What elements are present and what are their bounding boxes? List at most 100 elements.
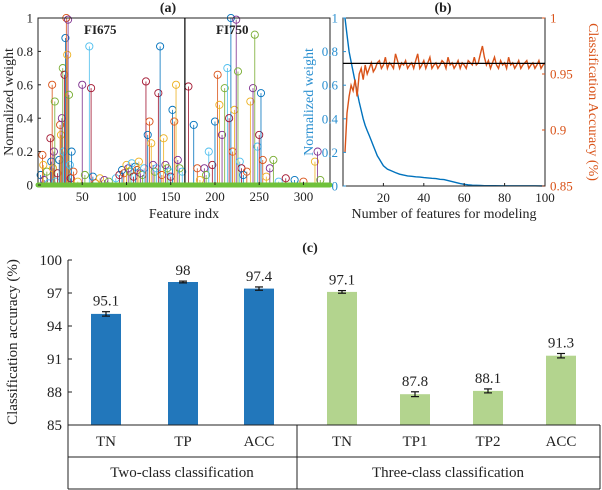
x-tick-label: 100 [117, 189, 137, 204]
panel-c-bars: 95.1 98 97.4 97.1 87.8 88.1 91.3 [91, 263, 576, 425]
stem-marker [119, 169, 128, 178]
category-label: ACC [546, 434, 577, 450]
bar-acc [244, 288, 274, 425]
bar-value-label: 91.3 [548, 336, 574, 352]
x-tick-label: 250 [249, 189, 269, 204]
stem-marker [78, 80, 87, 89]
bar-value-label: 97.1 [329, 273, 355, 289]
stem-marker [170, 117, 179, 126]
stem-marker [61, 33, 70, 43]
panel-a-label: (a) [160, 1, 177, 16]
panel-a-y-ticks: 0 0.2 0.4 0.6 0.8 1 [17, 11, 41, 193]
bar-tp1 [400, 394, 430, 425]
left-y-tick-label: 1 [332, 11, 339, 26]
category-label: TP1 [402, 434, 427, 450]
panel-b-right-y-label: Classification Accuracy (%) [585, 23, 600, 181]
stem-marker [215, 100, 224, 109]
stem-marker [95, 174, 104, 183]
x-tick-label: 150 [161, 189, 181, 204]
stem-marker [156, 42, 165, 51]
region-label-fi750: FI750 [216, 22, 249, 37]
stem-marker [313, 147, 322, 156]
stem-marker [256, 89, 266, 98]
stem-marker [50, 97, 59, 106]
panel-b-x-ticks: 20 40 60 80 100 [377, 183, 555, 205]
panel-b-left-y-ticks: 0 0.2 0.4 0.6 0.8 1 [322, 11, 346, 194]
stem-marker [67, 147, 76, 156]
stem-marker [233, 67, 243, 76]
category-label: TP2 [475, 434, 500, 450]
stem-marker [46, 134, 55, 143]
stem-marker [159, 134, 168, 143]
stem-marker [48, 80, 57, 89]
left-y-tick-label: 0.4 [322, 111, 339, 126]
panel-b-axes-box [342, 17, 546, 187]
stem-marker [147, 139, 156, 148]
panel-c-category-labels: TN TP ACC TN TP1 TP2 ACC [96, 434, 576, 450]
bar-tn [91, 313, 121, 425]
bar-tp [168, 282, 198, 425]
stem-marker [171, 80, 181, 89]
stem-marker [64, 15, 73, 24]
accuracy-series-line [344, 45, 546, 153]
bar-tn [327, 291, 357, 425]
y-tick-label: 85 [47, 418, 62, 434]
stem-marker [281, 174, 290, 183]
stem-marker [255, 130, 264, 139]
stem-marker [63, 50, 72, 59]
panel-c: (c) 95.1 98 97.4 97.1 87.8 88.1 91.3 85 88 91 94 9… [5, 241, 601, 490]
stem-marker [178, 167, 187, 176]
x-tick-label: 200 [205, 189, 225, 204]
weight-series-line [344, 17, 546, 187]
panel-a-x-label: Feature indx [149, 207, 219, 222]
y-tick-label: 88 [47, 385, 62, 401]
stem-marker [210, 117, 220, 126]
stem-marker [232, 15, 241, 24]
right-y-tick-label: 0.85 [550, 179, 573, 194]
panel-b: (b) 0 0.2 0.4 0.6 0.8 1 0.85 0.9 0.95 1 20 40 60 80… [302, 1, 600, 222]
y-tick-label: 0.8 [17, 44, 33, 59]
region-label-fi675: FI675 [84, 22, 117, 37]
x-tick-label: 50 [76, 189, 89, 204]
stem-marker [154, 89, 163, 98]
stem-marker [225, 114, 234, 123]
stem-marker [69, 167, 78, 176]
stem-marker [269, 155, 278, 164]
panel-b-label: (b) [434, 1, 451, 16]
stem-marker [39, 160, 48, 170]
y-tick-label: 94 [47, 319, 63, 335]
left-y-tick-label: 0.6 [322, 78, 339, 93]
stem-marker [213, 70, 222, 79]
stem-marker [217, 130, 227, 139]
panel-a-stems [36, 13, 325, 188]
panel-c-y-label: Classification accuracy (%) [5, 259, 21, 425]
bar-tp2 [473, 390, 503, 425]
stem-marker [87, 84, 96, 93]
bar-acc [546, 355, 576, 425]
stem-marker [38, 150, 47, 159]
stem-marker [145, 117, 154, 126]
stem-marker [258, 155, 267, 164]
panel-a: (a) FI675 FI750 0 0.2 0.4 0.6 0.8 1 50 100 150 2… [2, 1, 333, 222]
stem-marker [66, 174, 75, 183]
left-y-tick-label: 0 [332, 179, 339, 194]
x-tick-label: 300 [294, 189, 314, 204]
bar-value-label: 88.1 [475, 371, 501, 387]
bar-value-label: 98 [176, 263, 191, 279]
x-tick-label: 20 [377, 190, 390, 205]
bar-value-label: 87.8 [402, 374, 428, 390]
stem-marker [310, 157, 320, 166]
left-y-tick-label: 0.2 [322, 145, 338, 160]
stem-marker [134, 157, 143, 166]
y-tick-label: 1 [27, 11, 34, 26]
right-y-tick-label: 1 [550, 11, 557, 26]
panel-b-x-label: Number of features for modeling [351, 207, 536, 222]
panel-a-y-label: Normalized weight [2, 48, 17, 156]
group-label-three-class: Three-class classification [372, 465, 525, 481]
stem-marker [85, 42, 94, 51]
stem-marker [65, 160, 74, 170]
stem-marker [48, 164, 58, 173]
panel-a-axes-box [37, 17, 331, 186]
y-tick-label: 97 [47, 286, 63, 302]
stem-marker [49, 147, 58, 156]
